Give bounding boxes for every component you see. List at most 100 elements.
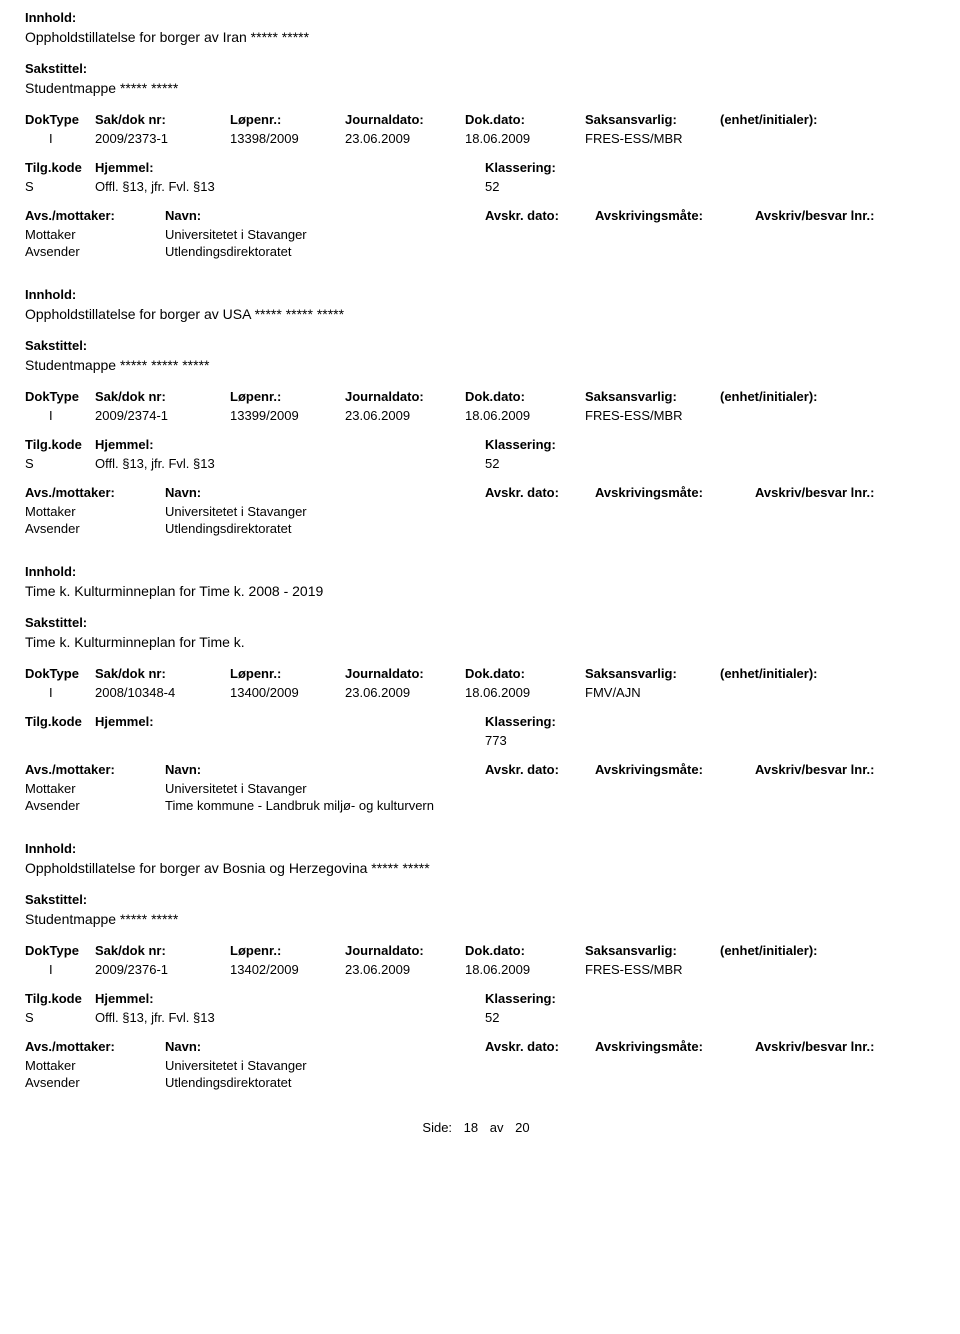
innhold-text: Oppholdstillatelse for borger av USA ***… bbox=[25, 306, 935, 322]
mottaker-navn: Universitetet i Stavanger bbox=[165, 504, 485, 519]
klassering-label: Klassering: bbox=[485, 160, 685, 175]
avsender-navn: Time kommune - Landbruk miljø- og kultur… bbox=[165, 798, 485, 813]
ddato-value: 18.06.2009 bbox=[465, 408, 585, 423]
saks-value: FRES-ESS/MBR bbox=[585, 131, 720, 146]
jdato-value: 23.06.2009 bbox=[345, 685, 465, 700]
sakstittel-label: Sakstittel: bbox=[25, 892, 935, 907]
journaldato-label: Journaldato: bbox=[345, 389, 465, 404]
journal-entry: Innhold: Oppholdstillatelse for borger a… bbox=[25, 841, 935, 1090]
jdato-value: 23.06.2009 bbox=[345, 408, 465, 423]
page-current: 18 bbox=[464, 1120, 478, 1135]
dokdato-label: Dok.dato: bbox=[465, 666, 585, 681]
journaldato-label: Journaldato: bbox=[345, 112, 465, 127]
jdato-value: 23.06.2009 bbox=[345, 131, 465, 146]
lopenr-value: 13400/2009 bbox=[230, 685, 345, 700]
innhold-text: Time k. Kulturminneplan for Time k. 2008… bbox=[25, 583, 935, 599]
innhold-text: Oppholdstillatelse for borger av Bosnia … bbox=[25, 860, 935, 876]
avskrdato-label: Avskr. dato: bbox=[485, 762, 595, 777]
innhold-label: Innhold: bbox=[25, 287, 935, 302]
journal-entry: Innhold: Oppholdstillatelse for borger a… bbox=[25, 10, 935, 259]
dokdato-label: Dok.dato: bbox=[465, 112, 585, 127]
sakstittel-text: Studentmappe ***** ***** bbox=[25, 80, 935, 96]
doktype-value: I bbox=[25, 962, 95, 977]
avskrivbesvar-label: Avskriv/besvar lnr.: bbox=[755, 762, 925, 777]
ddato-value: 18.06.2009 bbox=[465, 962, 585, 977]
journaldato-label: Journaldato: bbox=[345, 943, 465, 958]
journal-entry: Innhold: Oppholdstillatelse for borger a… bbox=[25, 287, 935, 536]
lopenr-label: Løpenr.: bbox=[230, 389, 345, 404]
navn-label: Navn: bbox=[165, 485, 485, 500]
page-footer: Side: 18 av 20 bbox=[25, 1120, 935, 1135]
mottaker-role: Mottaker bbox=[25, 504, 165, 519]
sakstittel-label: Sakstittel: bbox=[25, 338, 935, 353]
avskrdato-label: Avskr. dato: bbox=[485, 485, 595, 500]
avsender-role: Avsender bbox=[25, 1075, 165, 1090]
doktype-label: DokType bbox=[25, 666, 95, 681]
saknr-value: 2009/2374-1 bbox=[95, 408, 230, 423]
tilgkode-value: S bbox=[25, 179, 95, 194]
klass-value: 52 bbox=[485, 179, 685, 194]
innhold-label: Innhold: bbox=[25, 10, 935, 25]
tilgkode-label: Tilg.kode bbox=[25, 714, 95, 729]
lopenr-label: Løpenr.: bbox=[230, 112, 345, 127]
avsmottaker-label: Avs./mottaker: bbox=[25, 208, 165, 223]
avskrivingsmate-label: Avskrivingsmåte: bbox=[595, 762, 755, 777]
avsender-navn: Utlendingsdirektoratet bbox=[165, 244, 485, 259]
saknr-value: 2009/2373-1 bbox=[95, 131, 230, 146]
mottaker-navn: Universitetet i Stavanger bbox=[165, 781, 485, 796]
saknr-label: Sak/dok nr: bbox=[95, 389, 230, 404]
doktype-label: DokType bbox=[25, 389, 95, 404]
klassering-label: Klassering: bbox=[485, 437, 685, 452]
doktype-value: I bbox=[25, 685, 95, 700]
hjemmel-value bbox=[95, 733, 485, 748]
tilgkode-label: Tilg.kode bbox=[25, 160, 95, 175]
lopenr-value: 13399/2009 bbox=[230, 408, 345, 423]
side-label: Side: bbox=[422, 1120, 452, 1135]
mottaker-role: Mottaker bbox=[25, 781, 165, 796]
sakstittel-text: Studentmappe ***** ***** bbox=[25, 911, 935, 927]
hjemmel-label: Hjemmel: bbox=[95, 714, 485, 729]
mottaker-role: Mottaker bbox=[25, 1058, 165, 1073]
saknr-value: 2008/10348-4 bbox=[95, 685, 230, 700]
avsender-navn: Utlendingsdirektoratet bbox=[165, 1075, 485, 1090]
saknr-label: Sak/dok nr: bbox=[95, 943, 230, 958]
avsender-role: Avsender bbox=[25, 244, 165, 259]
ddato-value: 18.06.2009 bbox=[465, 685, 585, 700]
doktype-label: DokType bbox=[25, 112, 95, 127]
saks-value: FRES-ESS/MBR bbox=[585, 962, 720, 977]
avskrdato-label: Avskr. dato: bbox=[485, 1039, 595, 1054]
doktype-value: I bbox=[25, 131, 95, 146]
doktype-value: I bbox=[25, 408, 95, 423]
avsender-role: Avsender bbox=[25, 798, 165, 813]
navn-label: Navn: bbox=[165, 208, 485, 223]
avsender-navn: Utlendingsdirektoratet bbox=[165, 521, 485, 536]
doktype-label: DokType bbox=[25, 943, 95, 958]
hjemmel-value: Offl. §13, jfr. Fvl. §13 bbox=[95, 456, 485, 471]
avskrivingsmate-label: Avskrivingsmåte: bbox=[595, 1039, 755, 1054]
hjemmel-label: Hjemmel: bbox=[95, 160, 485, 175]
sakstittel-text: Time k. Kulturminneplan for Time k. bbox=[25, 634, 935, 650]
saksansvarlig-label: Saksansvarlig: bbox=[585, 112, 720, 127]
jdato-value: 23.06.2009 bbox=[345, 962, 465, 977]
tilgkode-label: Tilg.kode bbox=[25, 437, 95, 452]
innhold-label: Innhold: bbox=[25, 564, 935, 579]
enhet-label: (enhet/initialer): bbox=[720, 943, 890, 958]
dokdato-label: Dok.dato: bbox=[465, 389, 585, 404]
tilgkode-value: S bbox=[25, 456, 95, 471]
hjemmel-label: Hjemmel: bbox=[95, 437, 485, 452]
tilgkode-label: Tilg.kode bbox=[25, 991, 95, 1006]
saksansvarlig-label: Saksansvarlig: bbox=[585, 666, 720, 681]
sakstittel-text: Studentmappe ***** ***** ***** bbox=[25, 357, 935, 373]
saknr-value: 2009/2376-1 bbox=[95, 962, 230, 977]
saks-value: FRES-ESS/MBR bbox=[585, 408, 720, 423]
saks-value: FMV/AJN bbox=[585, 685, 720, 700]
mottaker-navn: Universitetet i Stavanger bbox=[165, 227, 485, 242]
avskrivbesvar-label: Avskriv/besvar lnr.: bbox=[755, 208, 925, 223]
mottaker-role: Mottaker bbox=[25, 227, 165, 242]
sakstittel-label: Sakstittel: bbox=[25, 61, 935, 76]
innhold-text: Oppholdstillatelse for borger av Iran **… bbox=[25, 29, 935, 45]
lopenr-label: Løpenr.: bbox=[230, 666, 345, 681]
klass-value: 52 bbox=[485, 456, 685, 471]
klass-value: 52 bbox=[485, 1010, 685, 1025]
saknr-label: Sak/dok nr: bbox=[95, 666, 230, 681]
